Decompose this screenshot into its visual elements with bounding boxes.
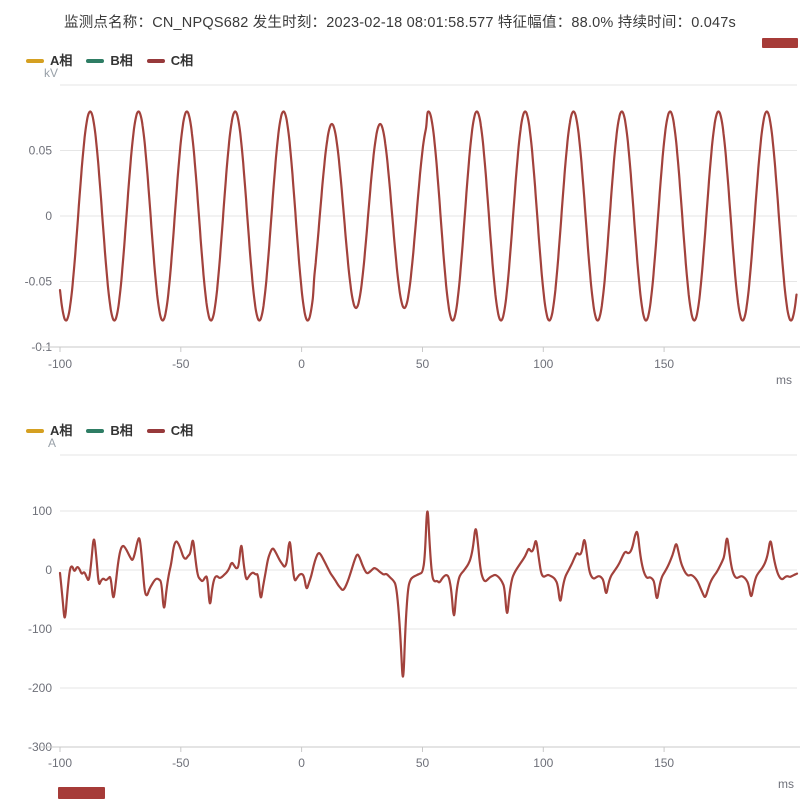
x-tick-label: 100 bbox=[533, 357, 553, 371]
y-tick-label: 0.05 bbox=[29, 144, 53, 158]
x-tick-label: 150 bbox=[654, 756, 674, 770]
event-info-title: 监测点名称：CN_NPQS682 发生时刻：2023-02-18 08:01:5… bbox=[64, 15, 736, 31]
x-tick-label: -100 bbox=[48, 756, 72, 770]
legend-item-b-phase[interactable]: B相 bbox=[86, 53, 133, 68]
current-waveform-c-phase-line[interactable] bbox=[58, 510, 799, 678]
legend-label-a-phase: A相 bbox=[50, 423, 73, 438]
b-phase-line-icon bbox=[86, 59, 105, 63]
legend-item-a-phase[interactable]: A相 bbox=[26, 424, 72, 438]
legend-item-b-phase[interactable]: B相 bbox=[86, 423, 133, 438]
legend-label-c-phase: C相 bbox=[170, 53, 194, 68]
y-tick-label: 100 bbox=[32, 504, 52, 518]
legend-label-a-phase: A相 bbox=[50, 53, 73, 68]
y-tick-label: -100 bbox=[28, 622, 52, 636]
y-tick-label: -0.05 bbox=[25, 275, 53, 289]
y-tick-label: 0 bbox=[45, 209, 52, 223]
legend-item-c-phase[interactable]: C相 bbox=[146, 53, 194, 68]
c-phase-line-icon bbox=[146, 59, 165, 63]
legend-item-c-phase[interactable]: C相 bbox=[146, 423, 194, 438]
voltage-chart-legend: A相 B相 C相 bbox=[26, 54, 193, 68]
y-tick-label: 0 bbox=[45, 563, 52, 577]
scroll-thumb-bottom-left[interactable] bbox=[58, 787, 105, 799]
a-phase-line-icon bbox=[26, 59, 44, 63]
x-axis-unit-label: ms bbox=[776, 373, 792, 387]
current-chart-legend: A相 B相 C相 bbox=[26, 424, 193, 438]
x-tick-label: 50 bbox=[416, 756, 430, 770]
a-phase-line-icon bbox=[26, 429, 44, 433]
scroll-thumb-top-right[interactable] bbox=[762, 38, 798, 48]
current-axis-unit-label: A bbox=[48, 436, 57, 450]
x-axis-unit-label: ms bbox=[778, 777, 794, 791]
x-tick-label: 100 bbox=[533, 756, 553, 770]
x-tick-label: -50 bbox=[172, 357, 190, 371]
b-phase-line-icon bbox=[86, 429, 105, 433]
c-phase-line-icon bbox=[146, 429, 165, 433]
legend-label-b-phase: B相 bbox=[110, 423, 133, 438]
x-tick-label: 0 bbox=[298, 357, 305, 371]
legend-label-b-phase: B相 bbox=[110, 53, 133, 68]
x-tick-label: -50 bbox=[172, 756, 190, 770]
x-tick-label: 150 bbox=[654, 357, 674, 371]
x-tick-label: 50 bbox=[416, 357, 430, 371]
x-tick-label: -100 bbox=[48, 357, 72, 371]
voltage-axis-unit-label: kV bbox=[44, 66, 59, 80]
legend-label-c-phase: C相 bbox=[170, 423, 194, 438]
legend-item-a-phase[interactable]: A相 bbox=[26, 54, 72, 68]
x-tick-label: 0 bbox=[298, 756, 305, 770]
y-tick-label: -200 bbox=[28, 681, 52, 695]
voltage-waveform-c-phase-line[interactable] bbox=[58, 110, 798, 322]
